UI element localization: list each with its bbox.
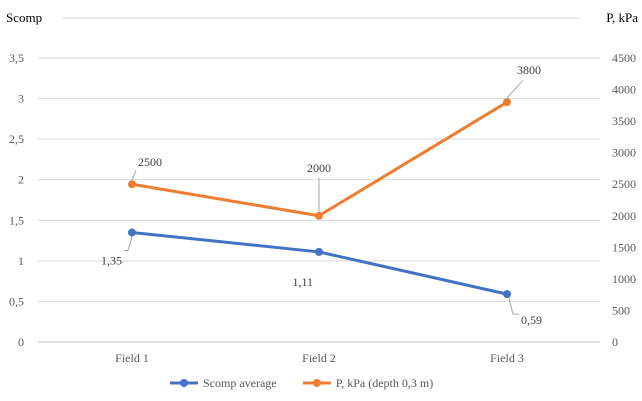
data-label: 2000 [307,161,331,175]
legend-label: Scomp average [203,376,277,390]
leader-line [508,298,519,315]
data-label: 1,35 [101,253,122,267]
left-tick-label: 1,5 [9,213,24,227]
legend-swatch-marker [312,379,321,387]
data-point [315,247,323,256]
data-label: 0,59 [521,313,542,327]
right-tick-label: 500 [612,303,630,317]
right-axis-ticks: 0 500 1000 1500 2000 2500 3000 3500 4000 4500 [612,51,636,349]
right-tick-label: 4000 [612,83,636,97]
x-tick-label: Field 3 [490,351,524,365]
left-axis-ticks: 0 0,5 1 1,5 2 2,5 3 3,5 [9,51,24,349]
x-tick-label: Field 2 [302,351,336,365]
data-label: 2500 [138,155,162,169]
data-point [128,228,136,237]
series-layer [128,98,511,299]
left-tick-label: 3,5 [9,51,24,65]
right-tick-label: 1500 [612,240,636,254]
right-axis-title: P, kPa [606,10,638,25]
right-tick-label: 0 [612,335,618,349]
right-tick-label: 3000 [612,146,636,160]
data-label: 3800 [517,63,541,77]
left-tick-label: 2,5 [9,132,24,146]
left-tick-label: 0 [18,335,24,349]
x-tick-label: Field 1 [115,351,149,365]
left-tick-label: 0,5 [9,294,24,308]
left-axis-title: Scomp [6,10,42,25]
series-line [130,230,509,296]
right-tick-label: 3500 [612,114,636,128]
right-tick-label: 2000 [612,209,636,223]
left-tick-label: 1 [18,254,24,268]
leader-line [131,170,137,181]
data-point [128,180,136,189]
data-point [315,211,323,220]
right-tick-label: 2500 [612,177,636,191]
data-labels: 1,35 1,11 0,59 2500 2000 3800 [101,63,542,327]
leader-line [506,79,524,99]
leader-line [124,236,133,251]
legend-label: P, kPa (depth 0,3 m) [336,376,433,390]
data-point [503,290,511,299]
left-tick-label: 3 [18,92,24,106]
data-label: 1,11 [292,275,313,289]
legend-swatch-marker [180,379,188,387]
legend[interactable]: Scomp average P, kPa (depth 0,3 m) [170,376,433,390]
data-point [503,98,511,107]
right-tick-label: 1000 [612,272,636,286]
right-tick-label: 4500 [612,51,636,65]
x-axis-ticks: Field 1 Field 2 Field 3 [115,351,524,365]
left-tick-label: 2 [18,173,24,187]
